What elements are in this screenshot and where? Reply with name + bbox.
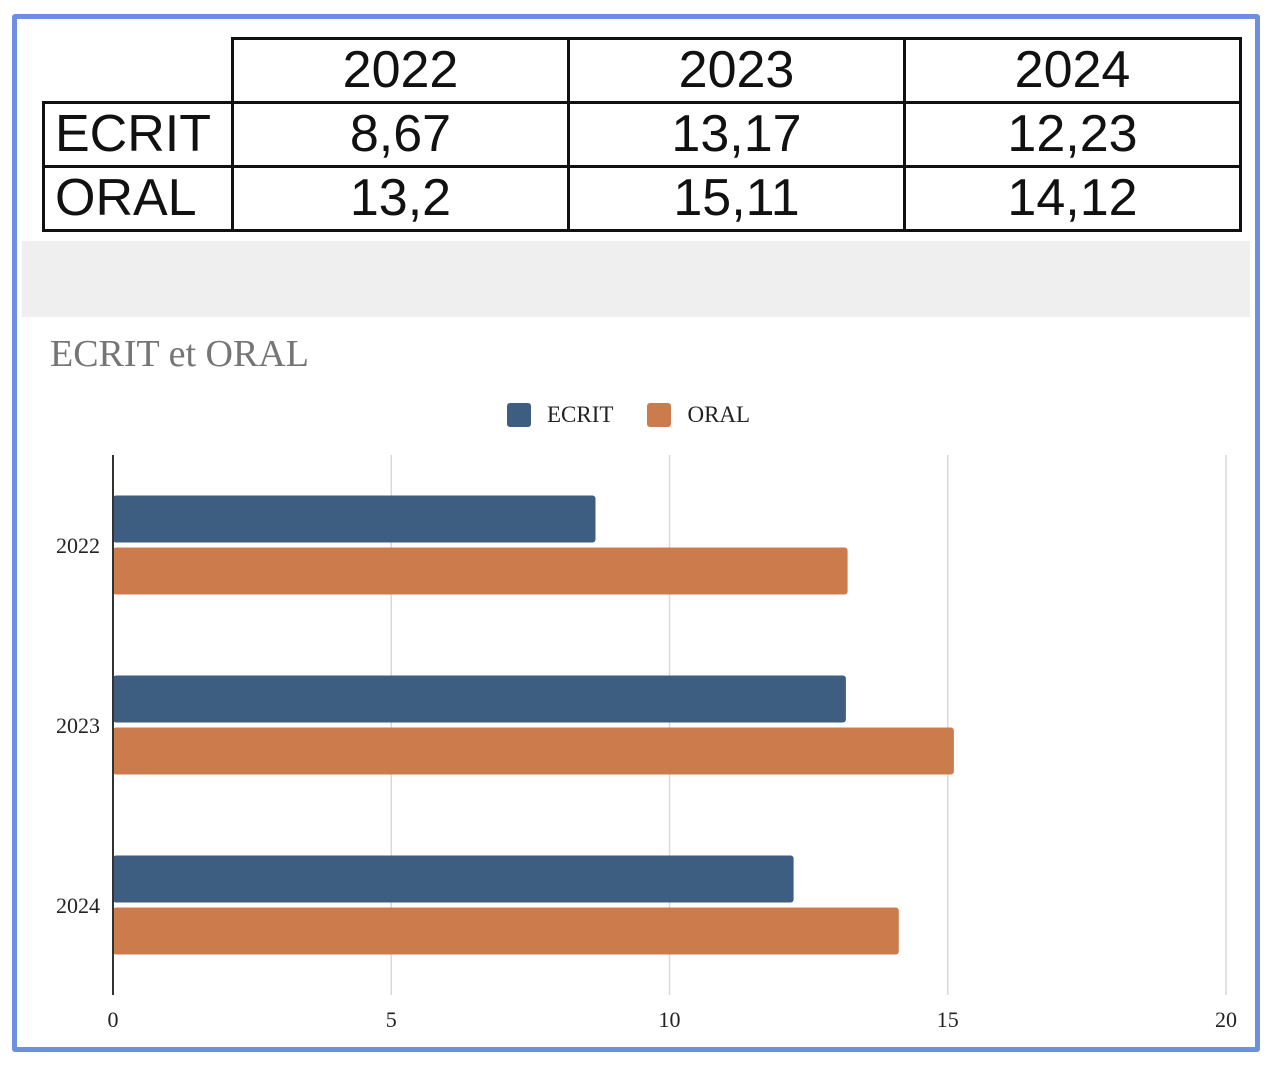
- table-cell: 12,23: [903, 101, 1242, 168]
- legend-label: ORAL: [687, 402, 751, 427]
- legend-swatch-oral: [647, 403, 672, 427]
- legend-label: ECRIT: [547, 402, 614, 427]
- bar-ecrit-2023: [113, 675, 846, 723]
- x-tick-label: 20: [1215, 1007, 1237, 1032]
- x-tick-label: 5: [386, 1007, 397, 1032]
- bar-oral-2022: [113, 547, 848, 595]
- column-header: 2024: [903, 37, 1242, 104]
- chart-legend: ECRIT ORAL: [507, 402, 784, 428]
- section-divider: [22, 241, 1250, 317]
- y-tick-label: 2023: [56, 713, 100, 738]
- chart-title: ECRIT et ORAL: [50, 333, 309, 375]
- legend-item-ecrit[interactable]: ECRIT: [507, 402, 613, 428]
- x-tick-label: 15: [937, 1007, 959, 1032]
- table-cell: 14,12: [903, 165, 1242, 232]
- bar-ecrit-2022: [113, 495, 596, 543]
- x-tick-label: 10: [659, 1007, 681, 1032]
- table-corner-cell: [43, 38, 234, 104]
- legend-item-oral[interactable]: ORAL: [647, 402, 750, 428]
- y-tick-label: 2024: [56, 893, 100, 918]
- y-tick-label: 2022: [56, 533, 100, 558]
- bar-ecrit-2024: [113, 855, 794, 903]
- column-header: 2022: [231, 37, 570, 104]
- table-row: ORAL 13,2 15,11 14,12: [42, 165, 1242, 232]
- bar-oral-2024: [113, 907, 899, 955]
- row-header: ORAL: [42, 165, 234, 232]
- table-cell: 13,2: [231, 165, 570, 232]
- table-row: ECRIT 8,67 13,17 12,23: [42, 101, 1242, 168]
- scores-table: 2022 2023 2024 ECRIT 8,67 13,17 12,23 OR…: [42, 37, 1242, 232]
- x-tick-label: 0: [108, 1007, 119, 1032]
- table-cell: 8,67: [231, 101, 570, 168]
- bar-oral-2023: [113, 727, 954, 775]
- table-cell: 13,17: [567, 101, 906, 168]
- scores-table-wrapper: 2022 2023 2024 ECRIT 8,67 13,17 12,23 OR…: [42, 37, 1242, 232]
- row-header: ECRIT: [42, 101, 234, 168]
- table-header-row: 2022 2023 2024: [43, 37, 1242, 104]
- legend-swatch-ecrit: [507, 403, 531, 427]
- column-header: 2023: [567, 37, 906, 104]
- table-cell: 15,11: [567, 165, 906, 232]
